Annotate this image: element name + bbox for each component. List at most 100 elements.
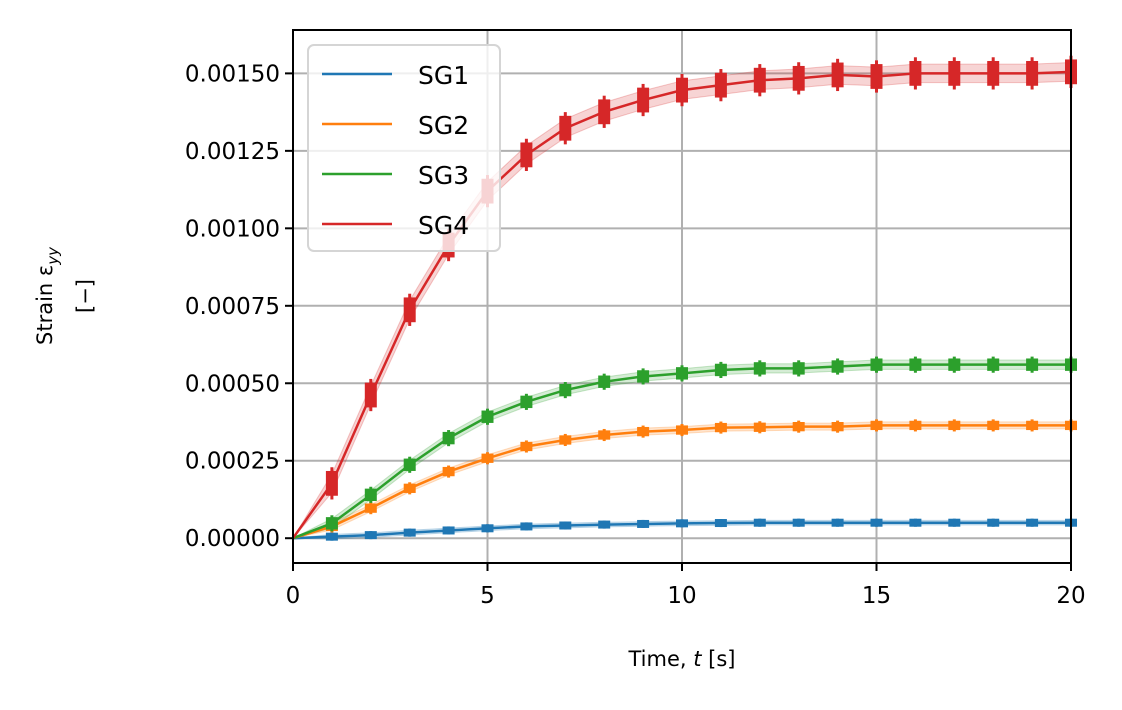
- sg2-point: [559, 433, 572, 447]
- sg2-point: [1026, 419, 1039, 432]
- sg3-point: [325, 515, 338, 532]
- sg2-point: [870, 419, 883, 432]
- sg3-point: [481, 408, 494, 425]
- sg4-point: [948, 57, 961, 90]
- x-tick-label: 5: [480, 583, 495, 609]
- sg2-point: [792, 420, 805, 433]
- y-axis-label: Strain εyy [−]: [33, 246, 97, 345]
- sg4-point: [325, 467, 338, 500]
- sg3-point: [948, 356, 961, 373]
- sg2-point: [364, 502, 377, 515]
- y-tick-label: 0.00125: [185, 139, 280, 165]
- sg3-point: [676, 365, 688, 382]
- sg4-point: [559, 112, 572, 145]
- sg1-point: [792, 518, 805, 527]
- x-tick-label: 15: [862, 583, 891, 609]
- sg1-point: [364, 531, 377, 540]
- sg4-point: [1026, 57, 1039, 90]
- sg4-point: [909, 57, 922, 90]
- sg3-point: [714, 361, 727, 378]
- sg1-point: [637, 519, 650, 528]
- legend-label-sg3: SG3: [418, 161, 469, 190]
- svg-text:Strain εyy: Strain εyy: [33, 246, 62, 345]
- sg1-point: [403, 528, 416, 537]
- sg3-point: [870, 356, 883, 373]
- sg4-point: [987, 57, 1000, 90]
- sg2-point: [598, 428, 611, 442]
- sg1-point: [753, 518, 766, 527]
- y-label-line1: Strain ε: [33, 265, 57, 345]
- axis-ticks: 0 5 10 15 20 0.00000 0.00025 0.00050 0.00075 0.00…: [185, 61, 1086, 609]
- sg1-point: [714, 518, 727, 528]
- sg1-point: [987, 518, 1000, 527]
- sg4-point: [403, 293, 416, 326]
- sg3-point: [909, 356, 922, 373]
- sg3-point: [364, 486, 377, 503]
- y-label-line2: [−]: [73, 279, 97, 313]
- y-label-sub: yy: [44, 246, 62, 266]
- sg2-point: [987, 419, 1000, 432]
- x-tick-label: 0: [286, 583, 301, 609]
- sg2-point: [403, 482, 416, 495]
- sg1-point: [598, 520, 611, 529]
- legend-label-sg4: SG4: [418, 211, 469, 240]
- sg2-point: [948, 419, 961, 432]
- sg1-point: [325, 532, 338, 541]
- sg2-point: [481, 452, 494, 465]
- sg2-point: [753, 421, 766, 434]
- sg2-point: [714, 421, 727, 434]
- sg3-point: [520, 393, 533, 410]
- sg4-point: [676, 74, 688, 107]
- sg2-point: [442, 465, 455, 478]
- x-label-var: t: [693, 647, 702, 671]
- sg4-point: [520, 138, 533, 171]
- sg4-point: [637, 83, 650, 117]
- sg3-point: [792, 360, 805, 377]
- sg1-point: [520, 522, 533, 531]
- sg1-point: [1026, 518, 1039, 527]
- sg1-point: [948, 518, 961, 527]
- sg2-point: [909, 419, 922, 432]
- legend-label-sg2: SG2: [418, 111, 469, 140]
- sg3-point: [598, 373, 611, 390]
- sg1-point: [909, 518, 922, 527]
- x-label-unit: [s]: [708, 647, 735, 671]
- x-label-prefix: Time,: [628, 647, 694, 671]
- sg2-point: [637, 425, 650, 438]
- sg3-point: [559, 382, 572, 399]
- sg3-point: [442, 430, 455, 447]
- x-axis-label: Time, t [s]: [628, 647, 736, 671]
- legend-box: [307, 44, 501, 252]
- sg3-point: [831, 358, 844, 375]
- sg3-point: [637, 368, 650, 385]
- sg1-point: [442, 526, 455, 535]
- y-tick-label: 0.00050: [185, 371, 280, 397]
- sg4-point: [753, 64, 766, 97]
- x-tick-label: 10: [667, 583, 696, 609]
- sg2-point: [520, 440, 533, 453]
- legend: SG1 SG2 SG3 SG4: [307, 44, 501, 252]
- sg3-point: [753, 360, 766, 377]
- sg4-point: [714, 69, 727, 102]
- sg3-point: [1026, 356, 1039, 373]
- sg3-point: [403, 456, 416, 473]
- sg1-point: [676, 519, 688, 528]
- y-tick-label: 0.00100: [185, 216, 280, 242]
- sg1-point: [870, 518, 883, 527]
- y-tick-label: 0.00000: [185, 526, 280, 552]
- axes-frame: [292, 29, 1072, 564]
- sg4-point: [364, 378, 377, 412]
- sg1-point: [559, 521, 572, 530]
- legend-label-sg1: SG1: [418, 61, 469, 90]
- sg4-point: [792, 62, 805, 95]
- x-tick-label: 20: [1056, 583, 1085, 609]
- sg2-point: [676, 424, 688, 437]
- sg2-point: [831, 420, 844, 433]
- sg4-point: [870, 60, 883, 93]
- sg1-point: [831, 518, 844, 527]
- y-tick-label: 0.00150: [185, 61, 280, 87]
- y-tick-label: 0.00025: [185, 449, 280, 475]
- sg3-point: [987, 356, 1000, 373]
- sg4-point: [831, 58, 844, 92]
